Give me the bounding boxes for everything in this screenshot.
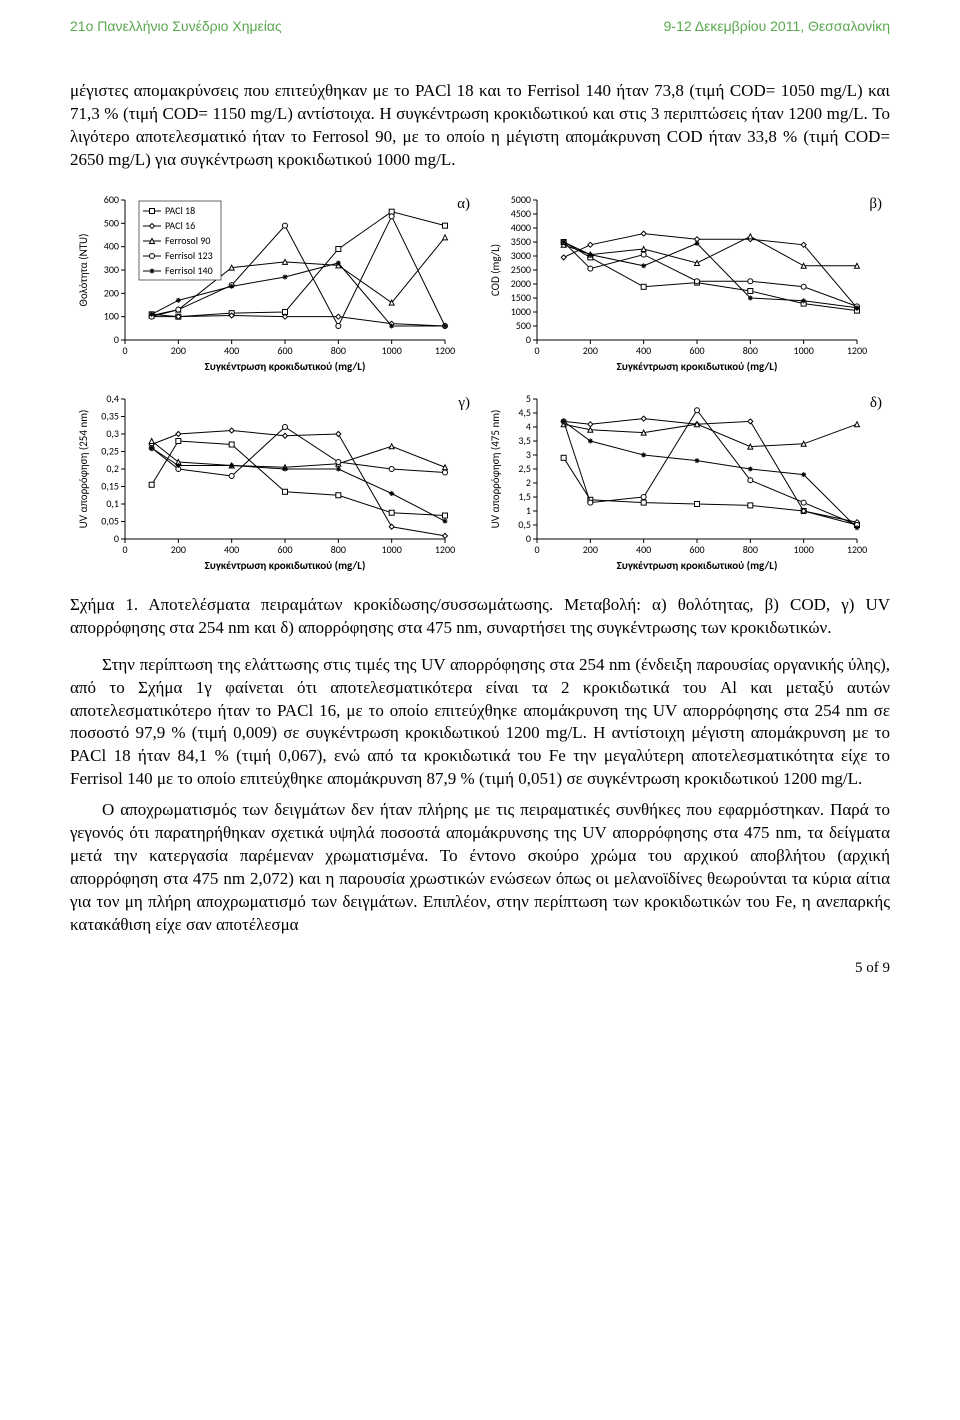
svg-text:200: 200	[171, 543, 186, 556]
svg-text:4: 4	[526, 420, 531, 433]
svg-text:100: 100	[104, 309, 119, 322]
svg-text:Συγκέντρωση κροκιδωτικού (mg/L: Συγκέντρωση κροκιδωτικού (mg/L)	[205, 559, 366, 572]
svg-text:Θολότητα (NTU): Θολότητα (NTU)	[77, 233, 90, 306]
svg-text:400: 400	[224, 543, 239, 556]
svg-text:Ferrisol 123: Ferrisol 123	[165, 249, 213, 262]
svg-text:0: 0	[526, 333, 531, 346]
svg-text:4000: 4000	[511, 221, 531, 234]
svg-text:600: 600	[277, 543, 292, 556]
svg-text:0,35: 0,35	[101, 409, 119, 422]
svg-text:Συγκέντρωση κροκιδωτικού (mg/L: Συγκέντρωση κροκιδωτικού (mg/L)	[617, 559, 778, 572]
paragraph-2: Στην περίπτωση της ελάττωσης στις τιμές …	[70, 654, 890, 792]
chart-tag-c: γ)	[458, 395, 470, 412]
svg-text:3500: 3500	[511, 235, 531, 248]
svg-text:5: 5	[526, 392, 531, 405]
svg-text:400: 400	[224, 344, 239, 357]
svg-text:0: 0	[534, 543, 539, 556]
svg-text:1000: 1000	[382, 543, 402, 556]
svg-text:4,5: 4,5	[518, 406, 531, 419]
svg-text:200: 200	[583, 543, 598, 556]
paragraph-3: Ο αποχρωματισμός των δειγμάτων δεν ήταν …	[70, 799, 890, 937]
svg-text:200: 200	[104, 286, 119, 299]
svg-text:UV απορρόφηση (475 nm): UV απορρόφηση (475 nm)	[489, 409, 502, 528]
svg-text:0: 0	[122, 543, 127, 556]
paragraph-1: μέγιστες απομακρύνσεις που επιτεύχθηκαν …	[70, 80, 890, 172]
svg-text:0,4: 0,4	[106, 392, 119, 405]
chart-c: 0 200 400 600 800 1000 1200 0 0,05 0,1 0,15 0,2 0,25…	[70, 389, 478, 584]
svg-text:1200: 1200	[435, 543, 455, 556]
svg-text:1000: 1000	[794, 344, 814, 357]
svg-text:0: 0	[114, 532, 119, 545]
svg-text:200: 200	[583, 344, 598, 357]
svg-text:1500: 1500	[511, 291, 531, 304]
svg-text:500: 500	[104, 216, 119, 229]
svg-text:Ferrosol 90: Ferrosol 90	[165, 234, 210, 247]
svg-text:0,25: 0,25	[101, 444, 119, 457]
chart-d: 0 200 400 600 800 1000 1200 00,511,522,533,544,…	[482, 389, 890, 584]
svg-text:800: 800	[743, 543, 758, 556]
svg-text:0: 0	[534, 344, 539, 357]
svg-text:COD (mg/L): COD (mg/L)	[489, 244, 502, 296]
svg-text:600: 600	[277, 344, 292, 357]
svg-text:0: 0	[122, 344, 127, 357]
figure-grid: 0200400600800100012000100200300400500600…	[70, 190, 890, 584]
svg-text:0: 0	[114, 333, 119, 346]
svg-text:400: 400	[636, 543, 651, 556]
svg-text:0,15: 0,15	[101, 479, 119, 492]
svg-text:500: 500	[516, 319, 531, 332]
svg-text:0,05: 0,05	[101, 514, 119, 527]
svg-text:800: 800	[331, 543, 346, 556]
svg-text:Συγκέντρωση κροκιδωτικού (mg/L: Συγκέντρωση κροκιδωτικού (mg/L)	[617, 360, 778, 373]
svg-text:PACl 16: PACl 16	[165, 219, 195, 232]
svg-text:UV απορρόφηση (254 nm): UV απορρόφηση (254 nm)	[77, 409, 90, 528]
svg-text:600: 600	[689, 344, 704, 357]
chart-b: 0200400600800100012000500100015002000250…	[482, 190, 890, 385]
svg-text:4500: 4500	[511, 207, 531, 220]
svg-text:1200: 1200	[435, 344, 455, 357]
svg-text:2000: 2000	[511, 277, 531, 290]
svg-text:1000: 1000	[794, 543, 814, 556]
figure-caption: Σχήμα 1. Αποτελέσματα πειραμάτων κροκίδω…	[70, 594, 890, 640]
svg-text:1: 1	[526, 504, 531, 517]
svg-text:1200: 1200	[847, 344, 867, 357]
chart-a: 0 200 400 600 800 1000 1200 0 100 200 300 400 500 600…	[70, 190, 478, 385]
svg-text:Ferrisol 140: Ferrisol 140	[165, 264, 213, 277]
svg-text:0: 0	[526, 532, 531, 545]
svg-text:PACl 18: PACl 18	[165, 204, 195, 217]
svg-text:800: 800	[743, 344, 758, 357]
svg-text:200: 200	[171, 344, 186, 357]
svg-text:0,3: 0,3	[106, 427, 119, 440]
svg-text:1,5: 1,5	[518, 490, 531, 503]
chart-tag-b: β)	[869, 196, 882, 213]
svg-text:1200: 1200	[847, 543, 867, 556]
svg-text:2: 2	[526, 476, 531, 489]
header-right: 9-12 Δεκεμβρίου 2011, Θεσσαλονίκη	[664, 18, 890, 34]
svg-text:600: 600	[104, 193, 119, 206]
svg-text:0,2: 0,2	[106, 462, 119, 475]
svg-text:3: 3	[526, 448, 531, 461]
svg-text:800: 800	[331, 344, 346, 357]
svg-text:0,1: 0,1	[106, 497, 119, 510]
svg-text:2500: 2500	[511, 263, 531, 276]
chart-tag-a: α)	[457, 196, 470, 213]
chart-tag-d: δ)	[870, 395, 882, 412]
svg-text:Συγκέντρωση κροκιδωτικού (mg/L: Συγκέντρωση κροκιδωτικού (mg/L)	[205, 360, 366, 373]
svg-text:400: 400	[104, 239, 119, 252]
header-left: 21ο Πανελλήνιο Συνέδριο Χημείας	[70, 18, 282, 34]
svg-text:600: 600	[689, 543, 704, 556]
svg-text:400: 400	[636, 344, 651, 357]
svg-text:300: 300	[104, 263, 119, 276]
svg-text:0,5: 0,5	[518, 518, 531, 531]
svg-text:2,5: 2,5	[518, 462, 531, 475]
svg-text:1000: 1000	[511, 305, 531, 318]
svg-text:3,5: 3,5	[518, 434, 531, 447]
svg-text:5000: 5000	[511, 193, 531, 206]
svg-text:3000: 3000	[511, 249, 531, 262]
page-footer: 5 of 9	[855, 960, 890, 977]
svg-text:1000: 1000	[382, 344, 402, 357]
